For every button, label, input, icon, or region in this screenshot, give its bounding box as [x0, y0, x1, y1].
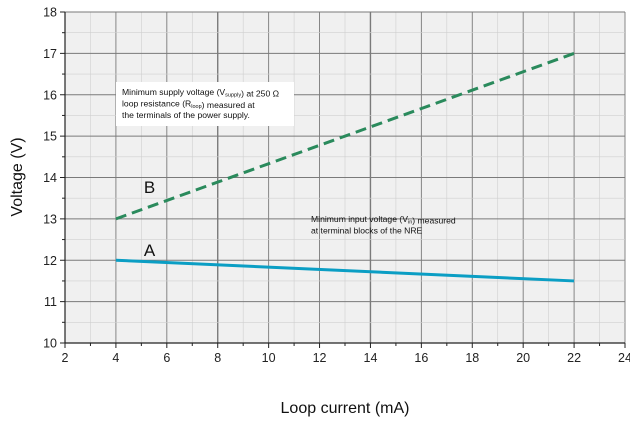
y-tick-label: 18: [43, 6, 57, 20]
annotation-background-supply: [116, 82, 294, 126]
series-label-a: A: [144, 241, 156, 260]
y-tick-label: 10: [43, 337, 57, 351]
x-tick-label: 24: [618, 351, 630, 365]
x-tick-label: 12: [313, 351, 327, 365]
annotation-supply-line: Minimum supply voltage (Vsupply) at 250 …: [122, 87, 280, 99]
series-labels: AB: [144, 178, 156, 260]
series-label-b: B: [144, 178, 155, 197]
y-axis-title: Voltage (V): [9, 137, 26, 216]
annotation-input-line: at terminal blocks of the NRE: [311, 226, 423, 236]
y-tick-label: 15: [43, 130, 57, 144]
x-axis-title: Loop current (mA): [281, 400, 410, 417]
x-tick-label: 4: [112, 351, 119, 365]
x-tick-label: 6: [163, 351, 170, 365]
annotation-input-line: Minimum input voltage (Vin) measured: [311, 214, 456, 226]
x-tick-label: 10: [262, 351, 276, 365]
x-tick-label: 14: [364, 351, 378, 365]
y-tick-label: 13: [43, 212, 57, 226]
axes: [60, 11, 626, 348]
x-tick-label: 22: [567, 351, 581, 365]
x-tick-label: 2: [62, 351, 69, 365]
grid: [64, 11, 626, 344]
x-tick-label: 18: [465, 351, 479, 365]
y-tick-label: 14: [43, 171, 57, 185]
x-tick-label: 20: [516, 351, 530, 365]
annotation-supply-line: the terminals of the power supply.: [122, 110, 250, 120]
series-lines: [115, 51, 575, 283]
y-tick-label: 17: [43, 47, 57, 61]
y-tick-label: 11: [44, 295, 57, 309]
x-tick-label: 8: [214, 351, 221, 365]
x-tick-label: 16: [414, 351, 428, 365]
y-tick-label: 16: [43, 88, 57, 102]
series-line-a: [115, 258, 575, 283]
annotation-supply-line: loop resistance (Rloop) measured at: [122, 99, 255, 111]
annotations: Minimum supply voltage (Vsupply) at 250 …: [116, 82, 456, 236]
y-tick-label: 12: [43, 254, 57, 268]
series-line-b: [115, 51, 575, 221]
